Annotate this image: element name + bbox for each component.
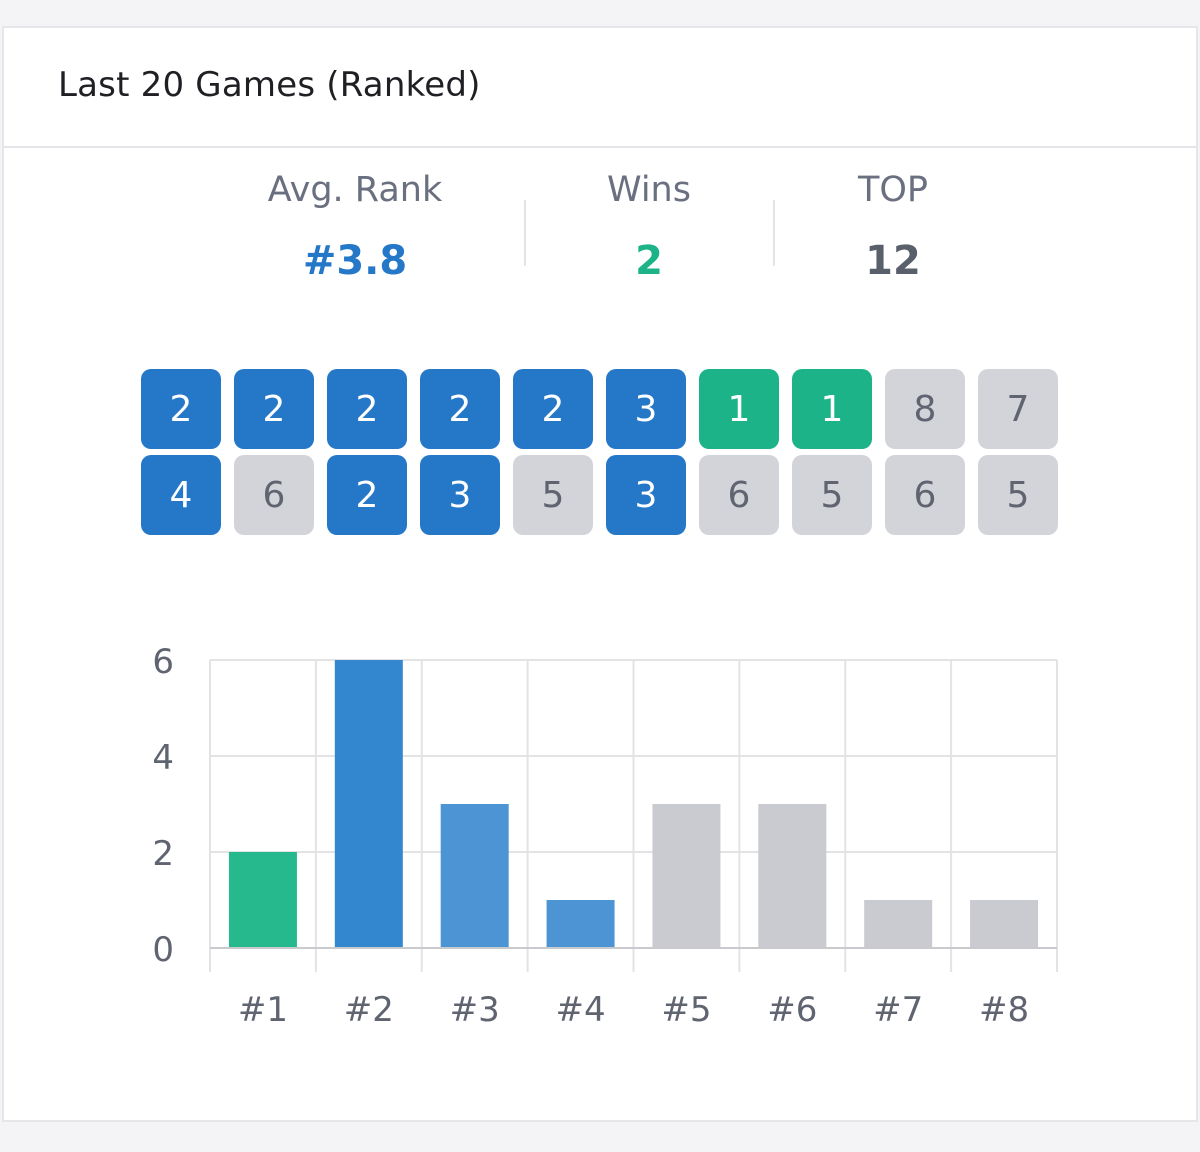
rank-tile: 6 (885, 455, 965, 535)
y-tick-label: 4 (152, 738, 174, 778)
rank-tile: 5 (792, 455, 872, 535)
stat-label: TOP (857, 170, 929, 210)
rank-tile: 8 (885, 369, 965, 449)
x-tick-label: #8 (979, 990, 1029, 1030)
rank-tile: 6 (699, 455, 779, 535)
y-tick-label: 2 (152, 834, 174, 874)
card-header: Last 20 Games (Ranked) (4, 28, 1196, 148)
x-tick-label: #2 (344, 990, 394, 1030)
rank-tile: 3 (606, 369, 686, 449)
x-tick-label: #5 (661, 990, 711, 1030)
rank-tile: 2 (234, 369, 314, 449)
bar (228, 852, 297, 948)
rank-tile: 2 (327, 455, 407, 535)
bar (758, 804, 827, 948)
rank-tile: 3 (420, 455, 500, 535)
bar (864, 900, 933, 948)
rank-tile: 6 (234, 455, 314, 535)
bar (652, 804, 721, 948)
bar (440, 804, 509, 948)
rank-tile: 1 (792, 369, 872, 449)
stat-label: Wins (607, 170, 691, 210)
x-tick-label: #4 (556, 990, 606, 1030)
stat-divider (773, 200, 775, 266)
x-tick-label: #7 (873, 990, 923, 1030)
y-tick-label: 6 (152, 642, 174, 682)
stat-value: #3.8 (302, 238, 408, 284)
bar (546, 900, 615, 948)
stat-label: Avg. Rank (267, 170, 443, 210)
stat-top: TOP 12 (763, 170, 1023, 284)
stat-value: 2 (635, 238, 663, 284)
y-tick-label: 0 (152, 930, 174, 970)
bar (970, 900, 1039, 948)
bar (334, 660, 403, 948)
rank-tile: 2 (420, 369, 500, 449)
stat-value: 12 (865, 238, 921, 284)
stat-avg-rank: Avg. Rank #3.8 (225, 170, 485, 284)
rank-tile: 2 (513, 369, 593, 449)
x-tick-label: #1 (238, 990, 288, 1030)
rank-tile: 1 (699, 369, 779, 449)
card-title: Last 20 Games (Ranked) (58, 65, 481, 105)
rank-tile: 5 (978, 455, 1058, 535)
rank-tile: 3 (606, 455, 686, 535)
rank-tile: 4 (141, 455, 221, 535)
rank-tile: 2 (141, 369, 221, 449)
rank-tile: 2 (327, 369, 407, 449)
stat-divider (524, 200, 526, 266)
x-tick-label: #6 (767, 990, 817, 1030)
x-tick-label: #3 (450, 990, 500, 1030)
stat-wins: Wins 2 (519, 170, 779, 284)
rank-tile: 5 (513, 455, 593, 535)
rank-tile: 7 (978, 369, 1058, 449)
